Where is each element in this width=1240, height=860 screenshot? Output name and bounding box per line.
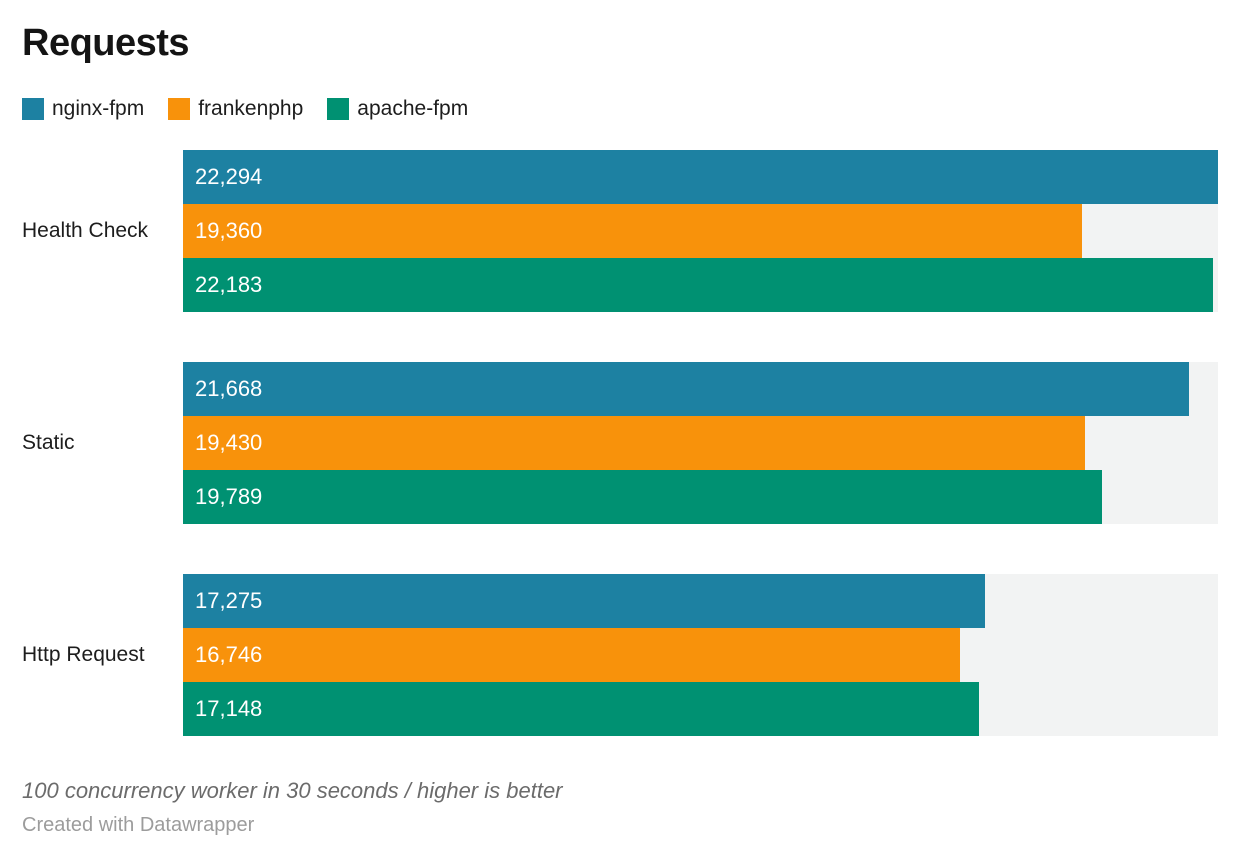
legend-swatch-icon — [327, 98, 350, 120]
bar-chart: Health Check 22,294 19,360 22,183 Static 21,6… — [22, 150, 1218, 736]
bar-group-health-check: Health Check 22,294 19,360 22,183 — [22, 150, 1218, 312]
chart-title: Requests — [22, 22, 190, 64]
bar-value-label: 19,789 — [195, 484, 263, 509]
category-label: Static — [22, 431, 75, 454]
bar-rows: 21,668 19,430 19,789 — [183, 362, 1218, 524]
legend-item-nginx-fpm: nginx-fpm — [22, 97, 144, 121]
bar-value-label: 17,275 — [195, 588, 263, 613]
legend-label: apache-fpm — [357, 97, 469, 120]
legend-item-frankenphp: frankenphp — [168, 97, 303, 121]
bar-value-label: 19,430 — [195, 430, 263, 455]
chart-footnote: 100 concurrency worker in 30 seconds / h… — [22, 778, 563, 803]
bar-value-label: 21,668 — [195, 376, 263, 401]
legend-swatch-icon — [168, 98, 191, 120]
bar-apache-fpm: 19,789 — [183, 470, 1102, 524]
bar-frankenphp: 16,746 — [183, 628, 961, 682]
bar-track: 19,360 — [183, 204, 1218, 258]
bar-track: 17,275 — [183, 574, 1218, 628]
bar-frankenphp: 19,430 — [183, 416, 1086, 470]
bar-nginx-fpm: 21,668 — [183, 362, 1189, 416]
bar-group-static: Static 21,668 19,430 19,789 — [22, 362, 1218, 524]
bar-group-http-request: Http Request 17,275 16,746 17,148 — [22, 574, 1218, 736]
bar-track: 22,294 — [183, 150, 1218, 204]
bar-value-label: 19,360 — [195, 218, 263, 243]
bar-value-label: 22,183 — [195, 272, 263, 297]
datawrapper-attribution: Created with Datawrapper — [22, 814, 255, 836]
bar-apache-fpm: 17,148 — [183, 682, 980, 736]
legend-swatch-icon — [22, 98, 44, 120]
legend-label: frankenphp — [198, 97, 304, 120]
bar-value-label: 16,746 — [195, 642, 263, 667]
bar-track: 22,183 — [183, 258, 1218, 312]
bar-track: 16,746 — [183, 628, 1218, 682]
bar-rows: 22,294 19,360 22,183 — [183, 150, 1218, 312]
bar-nginx-fpm: 17,275 — [183, 574, 985, 628]
legend-label: nginx-fpm — [52, 97, 145, 120]
legend: nginx-fpm frankenphp apache-fpm — [22, 96, 1218, 122]
category-label: Health Check — [22, 219, 149, 242]
bar-track: 17,148 — [183, 682, 1218, 736]
legend-item-apache-fpm: apache-fpm — [327, 97, 468, 121]
bar-value-label: 17,148 — [195, 696, 263, 721]
bar-frankenphp: 19,360 — [183, 204, 1082, 258]
bar-rows: 17,275 16,746 17,148 — [183, 574, 1218, 736]
bar-nginx-fpm: 22,294 — [183, 150, 1218, 204]
bar-value-label: 22,294 — [195, 164, 263, 189]
bar-track: 19,430 — [183, 416, 1218, 470]
bar-apache-fpm: 22,183 — [183, 258, 1213, 312]
category-label: Http Request — [22, 643, 145, 666]
bar-track: 19,789 — [183, 470, 1218, 524]
bar-track: 21,668 — [183, 362, 1218, 416]
